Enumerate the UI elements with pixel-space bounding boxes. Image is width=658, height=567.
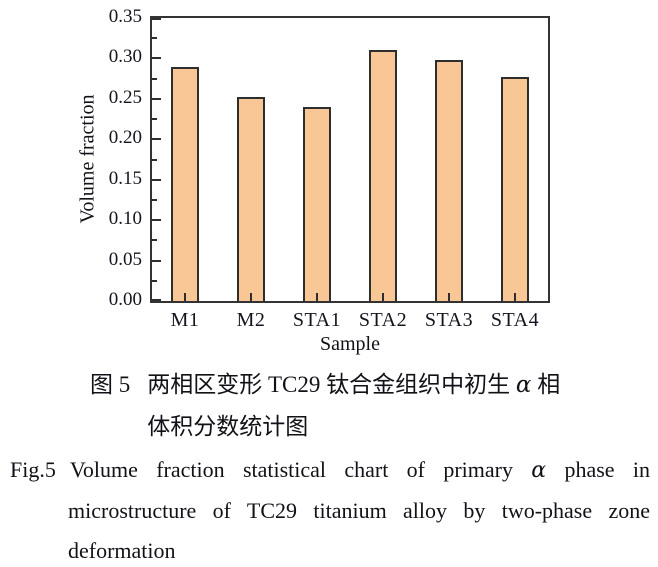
x-axis-tick — [514, 293, 516, 301]
y-axis-major-tick — [152, 97, 161, 100]
figure-number-en: Fig.5 — [10, 457, 56, 482]
caption-cn-body: 两相区变形 TC29 钛合金组织中初生 α 相 体积分数统计图 — [147, 364, 560, 447]
y-axis-major-tick — [152, 178, 161, 181]
x-tick-label-m1: M1 — [170, 309, 200, 331]
caption-en-text: phase in — [546, 457, 650, 482]
y-tick-label-0.05: 0.05 — [108, 248, 142, 270]
y-axis-title: Volume fraction — [76, 94, 99, 224]
caption-cn-line1: 两相区变形 TC29 钛合金组织中初生 α 相 — [147, 364, 560, 406]
plot-area — [150, 16, 550, 303]
bar-sta2 — [369, 50, 397, 301]
y-tick-label-0.15: 0.15 — [108, 167, 142, 189]
x-axis-tick — [250, 293, 252, 301]
figure-number-cn: 图 5 — [90, 372, 131, 397]
caption-english: Fig.5 Volume fraction statistical chart … — [10, 450, 650, 567]
x-tick-label-m2: M2 — [236, 309, 266, 331]
caption-cn-text: 相 — [531, 372, 561, 397]
bar-m2 — [237, 97, 265, 301]
y-axis-major-tick — [152, 219, 161, 222]
x-axis-tick — [448, 293, 450, 301]
y-axis-minor-tick — [152, 239, 157, 242]
caption-en-line1-text: Volume fraction statistical chart of pri… — [70, 450, 650, 491]
y-axis-major-tick — [152, 259, 161, 262]
bar-m1 — [171, 67, 199, 301]
caption-en-line2: microstructure of TC29 titanium alloy by… — [68, 498, 650, 523]
x-axis-tick — [184, 293, 186, 301]
caption-cn-line2: 体积分数统计图 — [147, 414, 309, 439]
y-axis-minor-tick — [152, 158, 157, 161]
x-axis-title: Sample — [320, 333, 380, 355]
caption-en-text: Volume fraction statistical chart of pri… — [69, 457, 532, 482]
y-tick-label-0.20: 0.20 — [108, 127, 142, 149]
y-axis-major-tick — [152, 18, 161, 20]
y-tick-label-0.30: 0.30 — [108, 46, 142, 68]
x-tick-label-sta3: STA3 — [424, 309, 474, 331]
x-axis-tick — [382, 293, 384, 301]
caption-chinese: 图 5 两相区变形 TC29 钛合金组织中初生 α 相 体积分数统计图 — [90, 364, 628, 447]
y-axis-major-tick — [152, 57, 161, 60]
x-tick-label-sta4: STA4 — [490, 309, 540, 331]
x-tick-label-sta2: STA2 — [358, 309, 408, 331]
y-tick-label-0.00: 0.00 — [108, 289, 142, 310]
y-axis-minor-tick — [152, 118, 157, 121]
y-axis-minor-tick — [152, 37, 157, 40]
bar-sta4 — [501, 77, 529, 301]
y-axis-minor-tick — [152, 279, 157, 282]
alpha-symbol: α — [515, 372, 532, 398]
y-axis-major-tick — [152, 138, 161, 141]
y-axis-minor-tick — [152, 198, 157, 201]
y-tick-label-0.25: 0.25 — [108, 86, 142, 108]
alpha-symbol: α — [531, 458, 547, 483]
caption-en-line1: Fig.5 Volume fraction statistical chart … — [10, 450, 650, 491]
y-axis-minor-tick — [152, 77, 157, 80]
y-tick-label-0.35: 0.35 — [108, 6, 142, 27]
caption-cn-text: 两相区变形 TC29 钛合金组织中初生 — [147, 372, 516, 397]
y-tick-label-0.10: 0.10 — [108, 208, 142, 230]
x-axis-tick — [316, 293, 318, 301]
bar-sta3 — [435, 60, 463, 301]
bar-sta1 — [303, 106, 331, 301]
caption-en-line3: deformation — [68, 538, 176, 563]
y-axis-major-tick — [152, 299, 161, 301]
x-tick-label-sta1: STA1 — [292, 309, 342, 331]
